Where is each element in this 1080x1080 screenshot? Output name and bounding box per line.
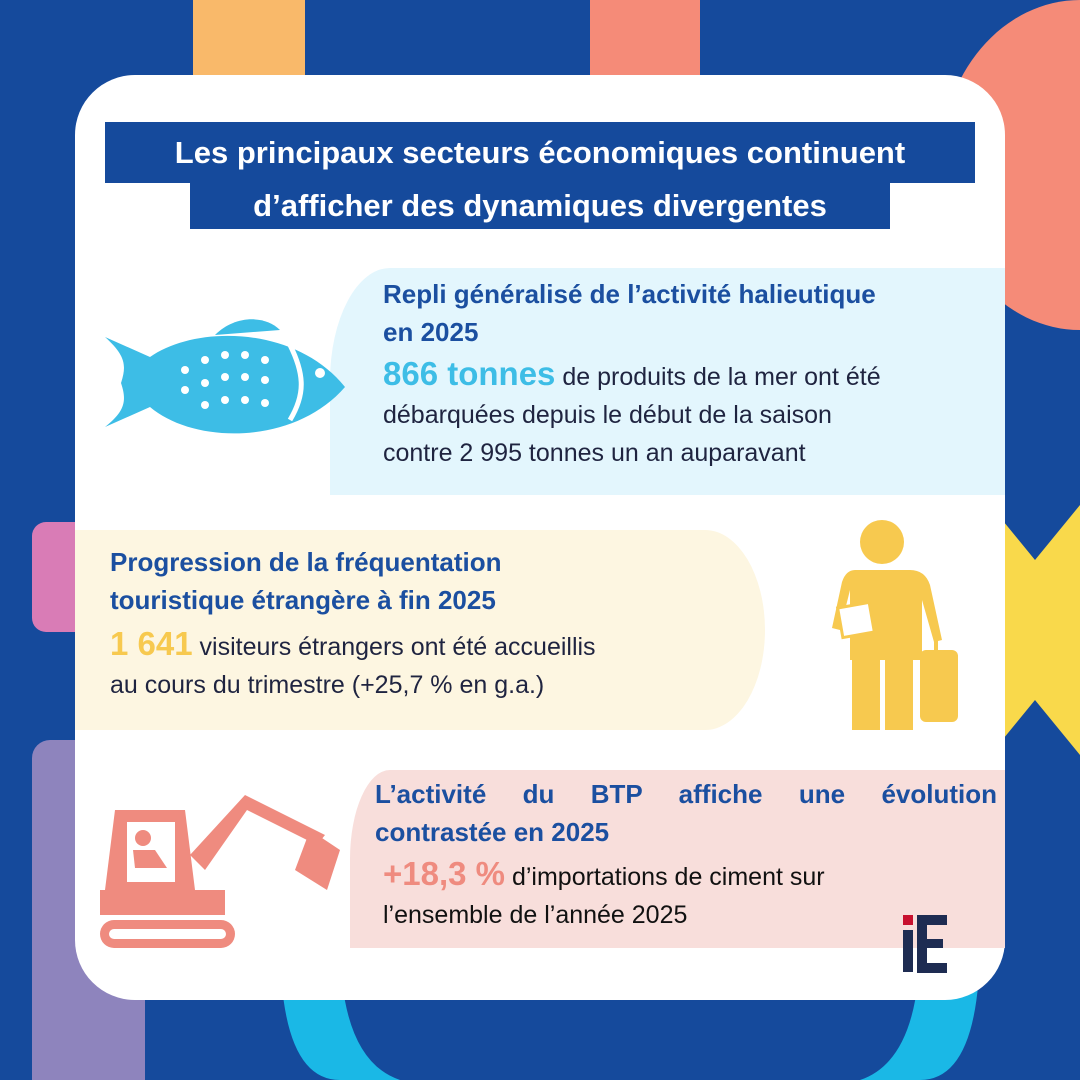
title-line-1: Les principaux secteurs économiques cont… xyxy=(105,122,975,183)
tourism-heading: Progression de la fréquentation touristiq… xyxy=(110,547,502,615)
tourism-panel-text: Progression de la fréquentation touristiq… xyxy=(110,543,750,704)
tourism-highlight: 1 641 xyxy=(110,625,193,662)
construction-panel-text: L’activité du BTP affiche une évolution c… xyxy=(375,775,997,934)
tourism-text-2: au cours du trimestre (+25,7 % en g.a.) xyxy=(110,671,545,699)
construction-highlight: +18,3 % xyxy=(383,855,506,892)
fishing-text: de produits de la mer ont été xyxy=(555,363,881,391)
construction-text: d’importations de ciment sur xyxy=(505,863,825,891)
construction-heading: L’activité du BTP affiche une évolution c… xyxy=(375,779,997,847)
construction-text-2: l’ensemble de l’année 2025 xyxy=(383,901,688,929)
deco-cyan-ring xyxy=(280,940,980,1080)
fishing-heading: Repli généralisé de l’activité halieutiq… xyxy=(383,279,876,347)
deco-yellow-chevron xyxy=(990,505,1080,755)
fishing-text-3: contre 2 995 tonnes un an auparavant xyxy=(383,439,806,467)
traveler-icon xyxy=(832,520,958,730)
tourism-panel xyxy=(75,530,765,730)
fish-icon xyxy=(105,319,345,434)
fishing-text-2: débarquées depuis le début de la saison xyxy=(383,401,832,429)
logo: iE xyxy=(903,915,953,973)
fishing-highlight: 866 tonnes xyxy=(383,355,556,392)
fishing-panel-text: Repli généralisé de l’activité halieutiq… xyxy=(383,275,1003,472)
fishing-panel xyxy=(330,268,1005,495)
infographic-card: Les principaux secteurs économiques cont… xyxy=(75,75,1005,1000)
deco-salmon-bar xyxy=(590,0,700,80)
construction-panel xyxy=(350,770,1005,948)
tourism-text: visiteurs étrangers ont été accueillis xyxy=(192,633,596,661)
title-line-2: d’afficher des dynamiques divergentes xyxy=(190,182,890,229)
deco-orange-bar xyxy=(193,0,305,80)
excavator-icon xyxy=(100,795,340,948)
